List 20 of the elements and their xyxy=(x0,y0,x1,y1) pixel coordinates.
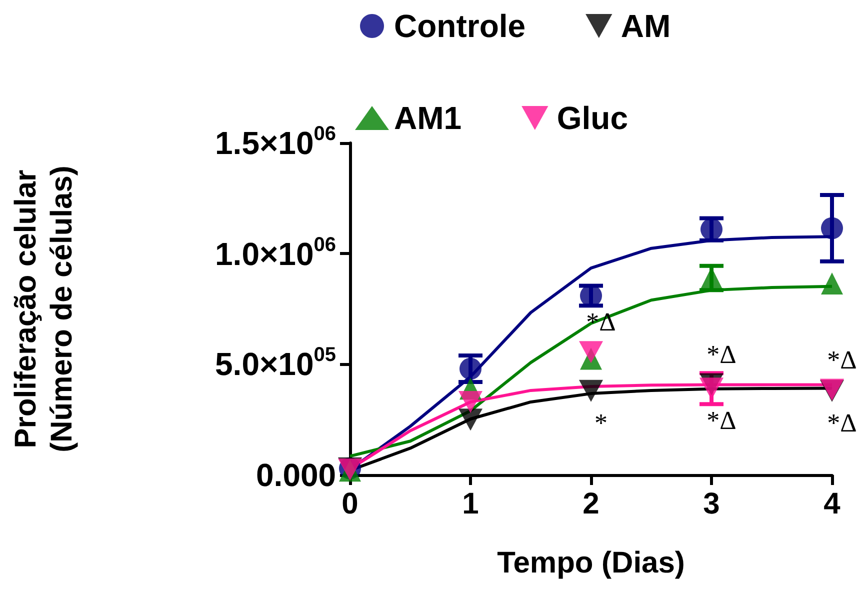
annotation: *Δ xyxy=(706,406,736,436)
y-tick-label: 0.000 xyxy=(256,457,336,493)
y-tick-label: 5.0×10$^{05}$ xyxy=(215,344,336,382)
y-tick-label: 1.5×10$^{06}$ xyxy=(215,123,336,161)
x-tick-label: 0 xyxy=(342,488,358,520)
legend-label: Gluc xyxy=(556,100,628,136)
x-axis-title: Tempo (Dias) xyxy=(497,546,685,580)
y-tick-label: 1.0×10$^{06}$ xyxy=(215,234,336,272)
legend-label: AM xyxy=(620,8,671,44)
x-tick-label: 2 xyxy=(582,488,600,520)
legend-label: AM1 xyxy=(394,100,462,136)
annotation: *Δ xyxy=(827,345,857,374)
annotation: * xyxy=(594,408,608,438)
x-tick-label: 1 xyxy=(462,488,479,520)
y-axis-title: Proliferação celular (Número de células) xyxy=(10,166,78,452)
x-tick-label: 4 xyxy=(824,488,841,520)
legend-label: Controle xyxy=(394,8,526,44)
annotation: *Δ xyxy=(827,408,857,438)
x-tick-label: 3 xyxy=(703,488,720,520)
annotation: *Δ xyxy=(706,340,736,369)
